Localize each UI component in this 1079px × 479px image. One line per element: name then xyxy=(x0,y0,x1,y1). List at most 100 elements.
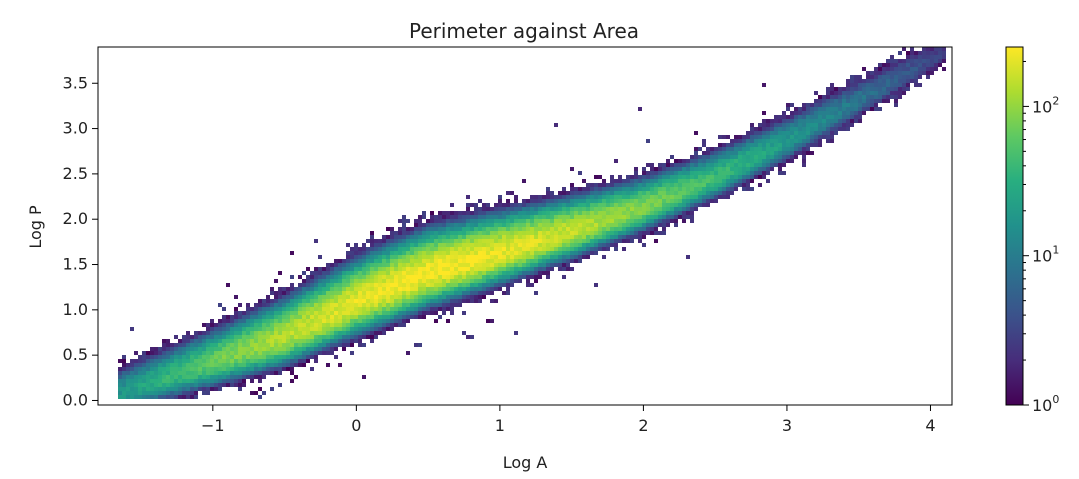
histogram-cell xyxy=(546,239,550,243)
histogram-cell xyxy=(226,283,230,287)
histogram-cell xyxy=(598,191,602,195)
histogram-cell xyxy=(298,311,302,315)
histogram-cell xyxy=(342,319,346,323)
histogram-cell xyxy=(258,367,262,371)
histogram-cell xyxy=(426,231,430,235)
histogram-cell xyxy=(530,275,534,279)
histogram-cell xyxy=(894,83,898,87)
histogram-cell xyxy=(834,95,838,99)
histogram-cell xyxy=(782,147,786,151)
histogram-cell xyxy=(418,259,422,263)
histogram-cell xyxy=(910,67,914,71)
histogram-cell xyxy=(538,195,542,199)
histogram-cell xyxy=(634,179,638,183)
histogram-cell xyxy=(574,243,578,247)
histogram-cell xyxy=(578,227,582,231)
histogram-cell xyxy=(914,55,918,59)
histogram-cell xyxy=(302,319,306,323)
histogram-cell xyxy=(646,183,650,187)
histogram-cell xyxy=(422,243,426,247)
histogram-cell xyxy=(274,303,278,307)
histogram-cell xyxy=(494,299,498,303)
histogram-cell xyxy=(334,303,338,307)
histogram-cell xyxy=(226,375,230,379)
histogram-cell xyxy=(734,139,738,143)
histogram-cell xyxy=(602,239,606,243)
histogram-cell xyxy=(302,335,306,339)
histogram-cell xyxy=(418,231,422,235)
histogram-cell xyxy=(518,239,522,243)
histogram-cell xyxy=(866,87,870,91)
histogram-cell xyxy=(498,203,502,207)
histogram-cell xyxy=(398,231,402,235)
histogram-cell xyxy=(306,323,310,327)
histogram-cell xyxy=(262,351,266,355)
histogram-cell xyxy=(226,319,230,323)
histogram-cell xyxy=(474,203,478,207)
histogram-cell xyxy=(794,135,798,139)
histogram-cell xyxy=(646,139,650,143)
histogram-cell xyxy=(530,211,534,215)
histogram-cell xyxy=(886,63,890,67)
histogram-cell xyxy=(366,331,370,335)
histogram-cell xyxy=(670,215,674,219)
histogram-cell xyxy=(182,383,186,387)
histogram-cell xyxy=(490,207,494,211)
histogram-cell xyxy=(362,295,366,299)
histogram-cell xyxy=(150,351,154,355)
histogram-cell xyxy=(298,347,302,351)
histogram-cell xyxy=(442,303,446,307)
histogram-cell xyxy=(206,355,210,359)
histogram-cell xyxy=(178,383,182,387)
histogram-cell xyxy=(634,199,638,203)
histogram-cell xyxy=(266,355,270,359)
histogram-cell xyxy=(478,223,482,227)
histogram-cell xyxy=(154,395,158,399)
histogram-cell xyxy=(434,287,438,291)
histogram-cell xyxy=(462,287,466,291)
histogram-cell xyxy=(246,323,250,327)
histogram-cell xyxy=(538,215,542,219)
histogram-cell xyxy=(150,367,154,371)
histogram-cell xyxy=(622,239,626,243)
histogram-cell xyxy=(182,379,186,383)
histogram-cell xyxy=(726,135,730,139)
histogram-cell xyxy=(630,207,634,211)
histogram-cell xyxy=(722,179,726,183)
histogram-cell xyxy=(514,199,518,203)
histogram-cell xyxy=(130,383,134,387)
histogram-cell xyxy=(410,287,414,291)
histogram-cell xyxy=(490,319,494,323)
histogram-cell xyxy=(378,243,382,247)
histogram-cell xyxy=(518,243,522,247)
histogram-cell xyxy=(370,239,374,243)
histogram-cell xyxy=(466,255,470,259)
histogram-cell xyxy=(190,355,194,359)
histogram-cell xyxy=(622,223,626,227)
histogram-cell xyxy=(250,375,254,379)
histogram-cell xyxy=(350,283,354,287)
histogram-cell xyxy=(878,71,882,75)
histogram-cell xyxy=(826,111,830,115)
histogram-cell xyxy=(310,295,314,299)
histogram-cell xyxy=(586,227,590,231)
histogram-cell xyxy=(686,171,690,175)
histogram-cell xyxy=(250,327,254,331)
histogram-cell xyxy=(466,207,470,211)
histogram-cell xyxy=(618,215,622,219)
histogram-cell xyxy=(370,319,374,323)
histogram-cell xyxy=(490,291,494,295)
histogram-cell xyxy=(442,307,446,311)
histogram-cell xyxy=(242,367,246,371)
histogram-cell xyxy=(414,271,418,275)
histogram-cell xyxy=(750,131,754,135)
histogram-cell xyxy=(822,111,826,115)
histogram-cell xyxy=(478,199,482,203)
histogram-cell xyxy=(430,291,434,295)
histogram-cell xyxy=(770,147,774,151)
histogram-cell xyxy=(490,215,494,219)
histogram-cell xyxy=(638,191,642,195)
histogram-cell xyxy=(750,143,754,147)
histogram-cell xyxy=(338,295,342,299)
histogram-cell xyxy=(394,239,398,243)
